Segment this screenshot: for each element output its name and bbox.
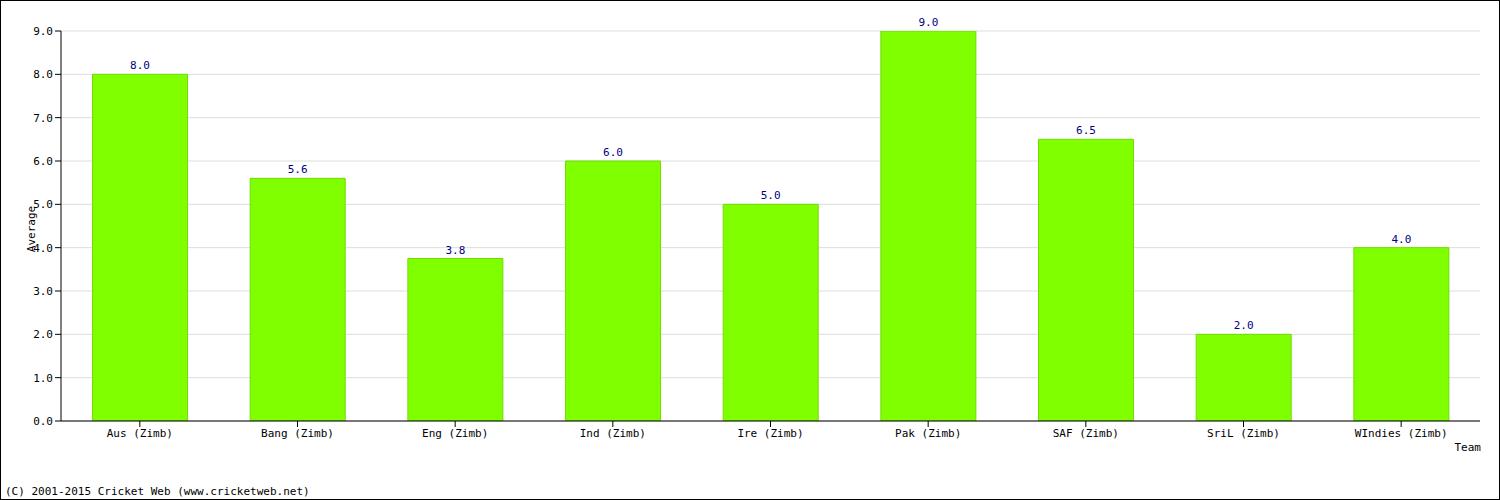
- svg-text:5.0: 5.0: [761, 189, 781, 202]
- html-text:Average: Average: [24, 205, 38, 253]
- html-text:Team: Team: [1454, 441, 1481, 454]
- svg-text:5.0: 5.0: [33, 198, 53, 212]
- svg-text:5.6: 5.6: [288, 163, 308, 176]
- svg-text:4.0: 4.0: [33, 241, 53, 255]
- svg-text:Ind (Zimb): Ind (Zimb): [580, 427, 646, 440]
- svg-text:WIndies (Zimb): WIndies (Zimb): [1355, 427, 1448, 440]
- svg-text:3.8: 3.8: [445, 244, 465, 257]
- svg-text:2.0: 2.0: [33, 328, 53, 341]
- svg-text:9.0: 9.0: [33, 25, 53, 38]
- svg-text:0.0: 0.0: [33, 415, 53, 428]
- svg-text:2.0: 2.0: [1234, 319, 1254, 332]
- svg-text:Eng (Zimb): Eng (Zimb): [422, 427, 488, 440]
- svg-text:SAF (Zimb): SAF (Zimb): [1053, 427, 1119, 440]
- html-text:(C) 2001-2015 Cricket Web (www: (C) 2001-2015 Cricket Web (www.cricketwe…: [5, 485, 310, 498]
- svg-text:3.0: 3.0: [33, 285, 53, 298]
- svg-text:Ire (Zimb): Ire (Zimb): [737, 427, 803, 440]
- svg-text:Pak (Zimb): Pak (Zimb): [895, 427, 961, 440]
- svg-text:SriL (Zimb): SriL (Zimb): [1207, 427, 1280, 440]
- svg-text:Bang (Zimb): Bang (Zimb): [261, 427, 334, 440]
- svg-text:8.0: 8.0: [130, 59, 150, 72]
- svg-text:Aus (Zimb): Aus (Zimb): [107, 427, 173, 440]
- svg-text:8.0: 8.0: [33, 68, 53, 81]
- svg-text:7.0: 7.0: [33, 112, 53, 125]
- svg-text:9.0: 9.0: [918, 16, 938, 29]
- svg-text:6.5: 6.5: [1076, 124, 1096, 137]
- svg-text:6.0: 6.0: [33, 155, 53, 168]
- svg-text:1.0: 1.0: [33, 372, 53, 385]
- svg-text:6.0: 6.0: [603, 146, 623, 159]
- svg-text:4.0: 4.0: [1391, 233, 1411, 246]
